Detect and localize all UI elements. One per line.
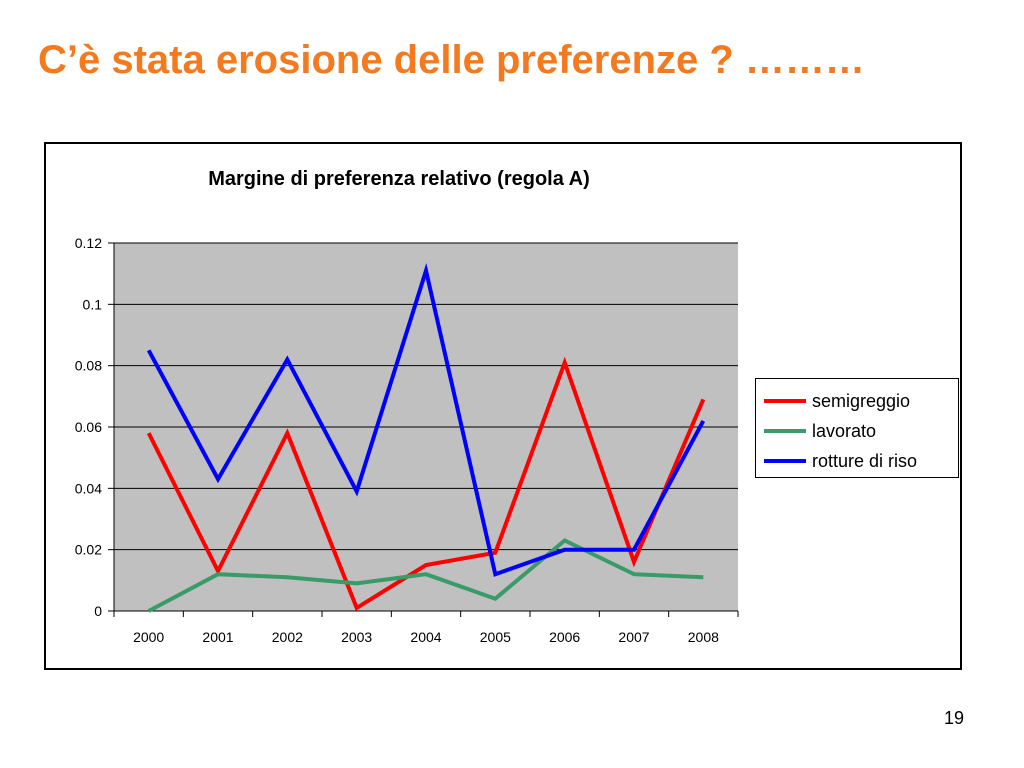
y-tick-label: 0.1 bbox=[83, 296, 103, 312]
legend-item-rotture-di-riso: rotture di riso bbox=[764, 446, 958, 476]
chart-frame: Margine di preferenza relativo (regola A… bbox=[44, 142, 962, 670]
series-line-semigreggio bbox=[146, 356, 706, 611]
line-chart: 0 0.02 0.04 0.06 0.08 0.1 0.12 2000 2001 2002 2003… bbox=[75, 235, 739, 645]
x-tick-label: 2007 bbox=[618, 629, 649, 645]
page-number: 19 bbox=[943, 708, 964, 728]
chart-title: Margine di preferenza relativo (regola A… bbox=[208, 168, 590, 190]
slide-title: C’è stata erosione delle preferenze ? ……… bbox=[38, 38, 865, 82]
x-tick-label: 2004 bbox=[410, 629, 441, 645]
y-tick-label: 0.04 bbox=[75, 480, 102, 496]
legend-swatch bbox=[764, 399, 806, 403]
x-tick-label: 2002 bbox=[272, 629, 303, 645]
legend-label: semigreggio bbox=[812, 390, 911, 411]
x-tick-label: 2000 bbox=[133, 629, 164, 645]
x-tick-label: 2001 bbox=[202, 629, 233, 645]
legend-swatch bbox=[764, 459, 806, 463]
y-tick-label: 0.02 bbox=[75, 542, 102, 558]
x-tick-label: 2008 bbox=[688, 629, 719, 645]
series-line-rotture-di-riso bbox=[146, 262, 706, 577]
series-line-lavorato bbox=[147, 538, 704, 613]
legend: semigreggio lavorato rotture di riso bbox=[755, 378, 959, 478]
y-tick-label: 0.08 bbox=[75, 358, 102, 374]
axes: 0 0.02 0.04 0.06 0.08 0.1 0.12 2000 2001 2002 2003… bbox=[75, 235, 739, 645]
legend-item-lavorato: lavorato bbox=[764, 416, 958, 446]
series-lines bbox=[146, 262, 706, 613]
x-tick-label: 2003 bbox=[341, 629, 372, 645]
legend-label: rotture di riso bbox=[812, 450, 918, 471]
y-tick-label: 0 bbox=[94, 603, 102, 619]
x-tick-label: 2006 bbox=[549, 629, 580, 645]
legend-label: lavorato bbox=[812, 420, 877, 441]
legend-item-semigreggio: semigreggio bbox=[764, 386, 958, 416]
x-tick-label: 2005 bbox=[480, 629, 511, 645]
legend-swatch bbox=[764, 429, 806, 433]
y-tick-label: 0.12 bbox=[75, 235, 102, 251]
y-tick-label: 0.06 bbox=[75, 419, 102, 435]
